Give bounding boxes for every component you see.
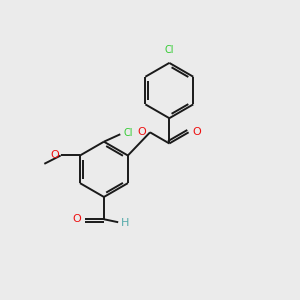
Text: O: O: [137, 127, 146, 137]
Text: Cl: Cl: [124, 128, 133, 138]
Text: O: O: [72, 214, 81, 224]
Text: O: O: [193, 127, 201, 137]
Text: H: H: [121, 218, 129, 228]
Text: Cl: Cl: [165, 46, 174, 56]
Text: O: O: [50, 151, 59, 160]
